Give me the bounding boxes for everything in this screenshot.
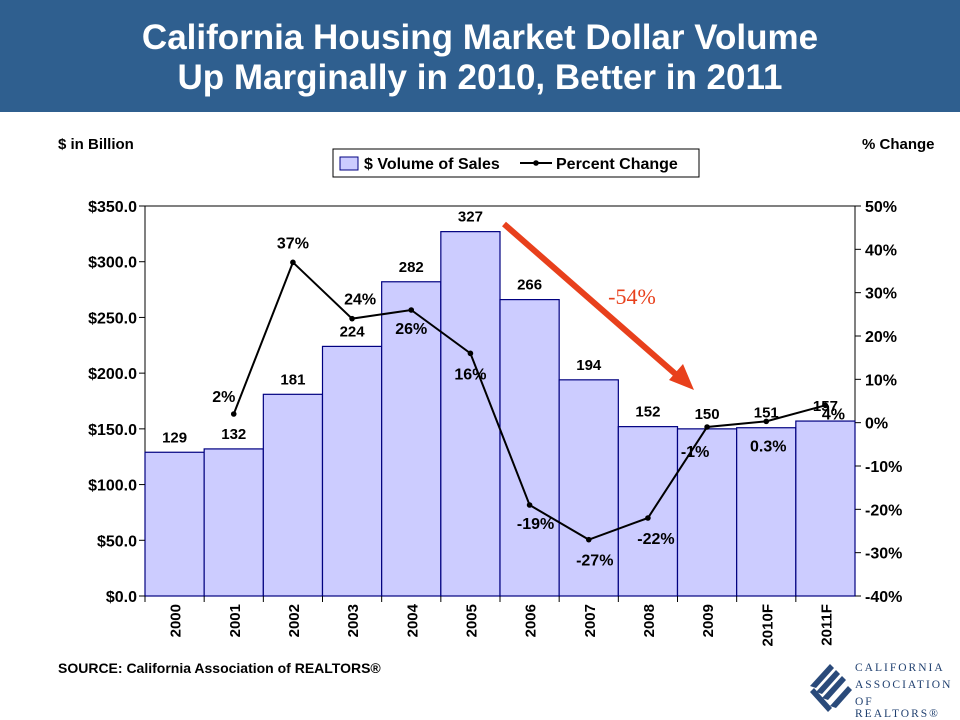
percent-point-2008 [645,515,651,521]
bar-label-2001: 132 [221,426,246,443]
bar-2005 [440,231,501,597]
left-tick-label: $200.0 [88,366,137,383]
right-tick-label: 20% [865,329,897,346]
x-tick-label-2010F: 2010F [759,604,776,647]
percent-point-2005 [467,350,474,357]
x-tick-label-2011F: 2011F [818,604,835,646]
legend-swatch-marker [533,160,539,166]
percent-label-2008: -22% [637,531,674,548]
legend-box [332,148,700,178]
bar-label-2009: 150 [695,406,720,423]
bar-2008 [617,426,679,597]
percent-point-2009 [704,424,710,430]
percent-point-2002 [290,259,296,266]
bar-label-2007: 194 [576,357,602,374]
bar-label-2006: 266 [517,277,542,294]
chart-title-line-2: Up Marginally in 2010, Better in 2011 [177,58,783,97]
bar-label-2002: 181 [280,371,305,388]
bar-label-2004: 282 [399,259,424,276]
left-tick-label: $0.0 [106,589,137,606]
bar-label-2010F: 151 [754,405,779,422]
percent-label-2003: 24% [344,292,376,309]
percent-label-2004: 26% [395,321,427,338]
left-tick-label: $350.0 [88,199,137,216]
right-tick-label: 50% [865,199,897,216]
percent-label-2001: 2% [212,389,235,406]
percent-point-2003 [349,315,355,322]
realtors-logo-icon [810,664,852,712]
percent-point-2010F [763,418,770,425]
logo-text-line-2: ASSOCIATION [855,679,953,691]
percent-label-2007: -27% [576,553,613,570]
bar-label-2005: 327 [458,209,483,226]
legend-label-bars: $ Volume of Sales [364,156,500,173]
bar-2004 [381,281,442,597]
x-tick-label-2007: 2007 [582,604,599,637]
percent-point-2001 [230,411,237,417]
bar-label-2003: 224 [340,323,366,340]
bar-2003 [321,345,383,597]
right-tick-label: -10% [865,459,902,476]
x-tick-label-2001: 2001 [227,604,244,637]
bar-2000 [144,451,205,597]
percent-label-2005: 16% [454,366,486,383]
decline-arrow-shaft [502,221,682,381]
source-note: SOURCE: California Association of REALTO… [58,660,381,676]
bar-2006 [499,299,560,597]
bar-2010F [736,427,797,597]
decline-annotation: -54% [608,284,656,309]
x-tick-label-2005: 2005 [463,604,480,637]
percent-label-2009: -1% [681,444,709,461]
left-axis-title: $ in Billion [58,136,134,153]
right-tick-label: -20% [865,502,902,519]
right-axis-title: % Change [862,136,935,153]
left-tick-label: $250.0 [88,310,137,327]
chart-title-line-1: California Housing Market Dollar Volume [141,18,819,57]
x-tick-label-2004: 2004 [404,603,421,637]
percent-label-2002: 37% [277,235,309,252]
right-tick-label: 0% [865,416,888,433]
x-tick-label-2009: 2009 [700,604,717,637]
bar-2002 [262,393,324,597]
x-tick-label-2003: 2003 [345,604,362,637]
right-tick-label: -30% [865,546,902,563]
x-tick-label-2006: 2006 [523,604,540,637]
percent-label-2010F: 0.3% [750,438,786,455]
percent-point-2004 [408,307,415,313]
logo-text-line-1: CALIFORNIA [855,662,945,674]
right-tick-label: 40% [865,242,897,259]
right-tick-label: 10% [865,372,897,389]
legend-label-line: Percent Change [556,156,678,173]
percent-label-2011F: 4% [822,406,845,423]
title-banner [0,0,960,112]
percent-label-2006: -19% [517,516,554,533]
x-tick-label-2002: 2002 [286,604,303,637]
logo-text-line-3: OF REALTORS® [855,696,940,720]
left-tick-label: $150.0 [88,422,137,439]
left-tick-label: $50.0 [97,533,137,550]
bar-label-2008: 152 [635,404,660,421]
right-tick-label: 30% [865,286,897,303]
x-tick-label-2000: 2000 [168,604,185,637]
right-tick-label: -40% [865,589,902,606]
x-tick-label-2008: 2008 [641,604,658,637]
percent-point-2007 [585,536,592,543]
bar-2001 [203,448,264,597]
bar-2007 [558,379,619,597]
left-tick-label: $300.0 [88,255,137,272]
left-tick-label: $100.0 [88,478,137,495]
bar-2011F [795,420,856,597]
bar-label-2000: 129 [162,429,187,446]
legend-swatch-bars [339,156,359,171]
percent-point-2011F [822,402,829,409]
percent-point-2006 [526,502,533,508]
decline-arrow-head [669,364,694,390]
